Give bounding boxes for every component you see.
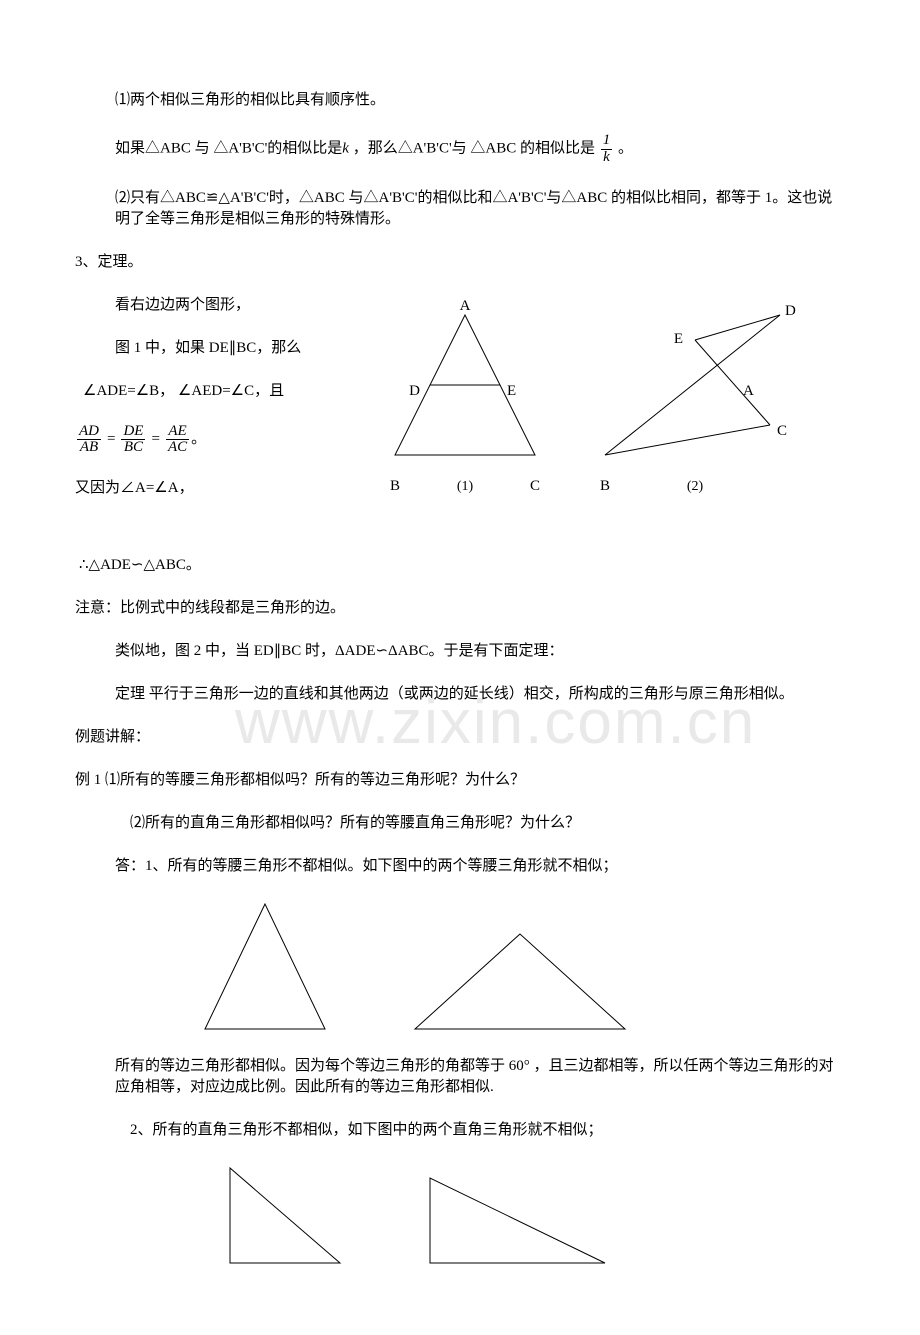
tall-isoceles [185,899,345,1034]
flat-isoceles [405,899,635,1034]
frac-de-bc: DE BC [119,424,147,457]
frac-ad: AD [77,424,101,441]
label-b: B [390,478,400,494]
para-2: 如果△ABC 与 △A'B'C'的相似比是k ，那么△A'B'C'与 △ABC … [75,133,845,166]
tall-iso-shape [205,904,325,1029]
p2-k: k [342,141,349,157]
eq-tail: 。 [191,429,206,450]
para-12: 定理 平行于三角形一边的直线和其他两边（或两边的延长线）相交，所构成的三角形与原… [75,684,845,705]
fraction-1-over-k: 1k [599,133,615,166]
right-tri-2 [415,1163,615,1273]
figure-1-svg: A D E B C (1) [365,295,565,515]
isoceles-triangles [75,899,845,1034]
equals-2: = [151,429,159,450]
proportion-equation: AD AB = DE BC = AE AC 。 [75,424,375,457]
right-tri-1-shape [230,1168,340,1263]
para-13: 例题讲解： [75,727,845,748]
para-5: 看右边边两个图形， [75,295,375,316]
para-10: 注意：比例式中的线段都是三角形的边。 [75,598,845,619]
para-1: ⑴两个相似三角形的相似比具有顺序性。 [75,90,845,111]
label2-c: C [777,423,787,439]
label-a: A [460,298,471,314]
frac-ac: AC [166,440,189,456]
p2-text-a: 如果△ABC 与 △A'B'C'的相似比是 [115,141,342,157]
frac-ae: AE [166,424,189,441]
para-9: ∴△ADE∽△ABC。 [75,555,845,576]
frac-ad-ab: AD AB [75,424,103,457]
label2-a: A [743,383,754,399]
para-4: 3、定理。 [75,252,845,273]
label-e: E [507,383,516,399]
para-6: 图 1 中，如果 DE∥BC，那么 [75,338,375,359]
para-15: ⑵所有的直角三角形都相似吗？所有的等腰直角三角形呢？为什么？ [75,813,845,834]
frac-de: DE [121,424,145,441]
frac-den: k [601,150,613,166]
frac-ab: AB [77,440,101,456]
flat-iso-shape [415,934,625,1029]
line-bc [605,425,770,455]
right-triangles [75,1163,845,1273]
label2-e: E [674,331,683,347]
para-7: ∠ADE=∠B， ∠AED=∠C，且 [75,381,375,402]
p3-text: ⑵只有△ABC≌△A'B'C'时，△ABC 与△A'B'C'的相似比和△A'B'… [115,190,832,227]
para-16: 答：1、所有的等腰三角形不都相似。如下图中的两个等腰三角形就不相似； [75,856,845,877]
p2-text-c: 。 [614,141,633,157]
line-ed [695,315,780,340]
label2-b: B [600,478,610,494]
para-11: 类似地，图 2 中，当 ED∥BC 时，ΔADE∽ΔABC。于是有下面定理： [75,641,845,662]
label-fig2: (2) [687,479,704,494]
para-14: 例 1 ⑴所有的等腰三角形都相似吗？所有的等边三角形呢？为什么？ [75,770,845,791]
figure-2-svg: D E A C B (2) [565,295,805,515]
figure-1: A D E B C (1) [365,295,565,522]
para-18: 2、所有的直角三角形不都相似，如下图中的两个直角三角形就不相似； [75,1120,845,1141]
para-3: ⑵只有△ABC≌△A'B'C'时，△ABC 与△A'B'C'的相似比和△A'B'… [75,188,845,230]
frac-num: 1 [601,133,613,150]
para-8: 又因为∠A=∠A， [75,478,375,499]
equals-1: = [107,429,115,450]
frac-bc: BC [121,440,145,456]
label2-d: D [785,303,796,319]
label-d: D [409,383,420,399]
p2-text-b: ，那么△A'B'C'与 △ABC 的相似比是 [349,141,599,157]
frac-ae-ac: AE AC [164,424,191,457]
label-c: C [530,478,540,494]
diagram-row: 看右边边两个图形， 图 1 中，如果 DE∥BC，那么 ∠ADE=∠B， ∠AE… [75,295,845,545]
figure-2: D E A C B (2) [565,295,805,522]
right-tri-2-shape [430,1178,605,1263]
para-17: 所有的等边三角形都相似。因为每个等边三角形的角都等于 60° ，且三边都相等，所… [75,1056,845,1098]
right-tri-1 [215,1163,355,1273]
label-fig1: (1) [457,479,474,494]
